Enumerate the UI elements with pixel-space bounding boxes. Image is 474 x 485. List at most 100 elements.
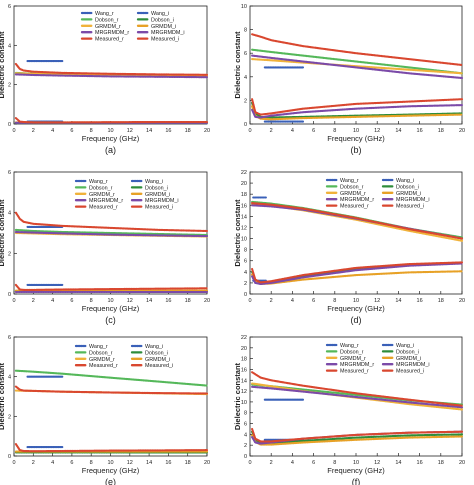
panel-2-ytick-label-4: 8	[244, 28, 247, 34]
panel-2-xtick-label-5: 10	[353, 128, 359, 134]
panel-1-legend-label-mrgrmdm-i: MRGRMDM_i	[151, 30, 185, 36]
panel-4-caption: (d)	[351, 315, 362, 325]
panel-5-legend-label-wang-i: Wang_i	[145, 344, 163, 350]
panel-2-series-mrgrmdm-r	[251, 54, 464, 80]
panel-5-ylabel: Dielectric constant	[0, 362, 6, 430]
panel-6-legend-label-wang-i: Wang_i	[396, 343, 414, 349]
panel-1-legend-label-dobson-i: Dobson_i	[151, 17, 174, 23]
panel-4-legend-label-measured-i: Measured_i	[396, 204, 424, 210]
panel-2-series-measured-i	[251, 98, 464, 116]
panel-6-ytick-label-4: 8	[244, 411, 247, 417]
panel-2-xtick-label-3: 6	[312, 128, 315, 134]
panel-6-legend-label-wang-r: Wang_r	[340, 343, 359, 349]
panel-5-xlabel: Frequency (GHz)	[82, 466, 140, 475]
panel-6-legend-label-grmdm-r: GRMDM_r	[340, 356, 366, 362]
panel-2-series-measured-r	[251, 33, 464, 67]
panel-2-caption: (b)	[351, 145, 362, 155]
panel-6-series-dobson-i	[251, 430, 464, 445]
panel-3-legend-label-wang-i: Wang_i	[145, 179, 163, 185]
panel-2-ytick-label-0: 0	[244, 122, 247, 128]
panel-4-ytick-label-11: 22	[241, 170, 247, 176]
panel-2-ylabel: Dielectric constant	[233, 31, 242, 99]
panel-1-xtick-label-3: 6	[70, 128, 73, 134]
panel-4-xtick-label-1: 2	[270, 298, 273, 304]
panel-3-xtick-label-7: 14	[146, 298, 152, 304]
panel-5-xtick-label-2: 4	[51, 460, 54, 466]
panel-6-legend-label-measured-i: Measured_i	[396, 369, 424, 375]
panel-4-series-measured-i	[251, 261, 464, 284]
panel-1-legend-label-grmdm-i: GRMDM_i	[151, 24, 176, 30]
panel-1-ytick-label-3: 6	[8, 4, 11, 10]
panel-5-xtick-label-1: 2	[32, 460, 35, 466]
panel-5-xtick-label-6: 12	[127, 460, 133, 466]
panel-6-ylabel: Dielectric constant	[233, 362, 242, 430]
panel-1-xtick-label-9: 18	[185, 128, 191, 134]
panel-5-ytick-label-1: 2	[8, 414, 11, 420]
panel-3-xtick-label-5: 10	[107, 298, 113, 304]
panel-6-xtick-label-7: 14	[395, 460, 401, 466]
panel-3-legend-label-wang-r: Wang_r	[89, 179, 108, 185]
panel-3-legend-label-dobson-i: Dobson_i	[145, 185, 168, 191]
panel-1-legend-label-grmdm-r: GRMDM_r	[95, 24, 121, 30]
panel-6-xtick-label-6: 12	[374, 460, 380, 466]
panel-3-legend-label-measured-r: Measured_r	[89, 205, 118, 211]
panel-6-ytick-label-1: 2	[244, 443, 247, 449]
panel-5-legend-label-measured-r: Measured_r	[89, 363, 118, 369]
panel-5-xtick-label-8: 16	[165, 460, 171, 466]
panel-5-series-measured-i	[14, 443, 209, 453]
panel-3-xtick-label-4: 8	[90, 298, 93, 304]
panel-1-xlabel: Frequency (GHz)	[82, 134, 140, 143]
panel-2-ytick-label-5: 10	[241, 4, 247, 10]
panel-6-caption: (f)	[352, 477, 361, 485]
panel-4-legend-label-dobson-r: Dobson_r	[340, 184, 364, 190]
panel-5-xtick-label-7: 14	[146, 460, 152, 466]
panel-1-ytick-label-0: 0	[8, 122, 11, 128]
panel-3-xtick-label-10: 20	[204, 298, 210, 304]
panel-5-legend-label-grmdm-r: GRMDM_r	[89, 357, 115, 363]
panel-3-legend-label-mrgrmdm-i: MRGRMDM_i	[145, 198, 179, 204]
panel-4-xtick-label-8: 16	[417, 298, 423, 304]
panel-4-ytick-label-4: 8	[244, 248, 247, 254]
panel-5-series-measured-r	[14, 385, 209, 395]
panel-6-series-measured-i	[251, 427, 464, 443]
panel-4-xtick-label-0: 0	[248, 298, 251, 304]
panel-3-xtick-label-2: 4	[51, 298, 54, 304]
panel-5-ytick-label-0: 0	[8, 454, 11, 460]
panel-3-ylabel: Dielectric constant	[0, 199, 6, 267]
panel-3-ytick-label-0: 0	[8, 292, 11, 298]
panel-6-series-measured-r	[251, 371, 464, 407]
panel-5-xtick-label-10: 20	[204, 460, 210, 466]
panel-3-series-mrgrmdm-r	[14, 230, 209, 238]
panel-5-xtick-label-9: 18	[185, 460, 191, 466]
panel-6-legend-label-mrgrmdm-r: MRGRMDM_r	[340, 362, 374, 368]
panel-3-legend-label-grmdm-r: GRMDM_r	[89, 192, 115, 198]
panel-3-series-measured-i	[14, 283, 209, 291]
panel-2-xtick-label-9: 18	[438, 128, 444, 134]
panel-1-xtick-label-0: 0	[12, 128, 15, 134]
panel-4-xtick-label-9: 18	[438, 298, 444, 304]
panel-4-xlabel: Frequency (GHz)	[327, 304, 385, 313]
panel-3-xtick-label-8: 16	[165, 298, 171, 304]
panel-2-xtick-label-2: 4	[291, 128, 294, 134]
panel-5-legend-label-grmdm-i: GRMDM_i	[145, 357, 170, 363]
panel-4-legend-label-measured-r: Measured_r	[340, 204, 369, 210]
panel-1-ytick-label-1: 2	[8, 83, 11, 89]
panel-6: 0 2 4 6 8 10 12 14 16 18 20 0 2 4 6 8 10 12 14 16 18 20 22 Freq…	[233, 335, 465, 485]
panel-4-legend-label-mrgrmdm-r: MRGRMDM_r	[340, 197, 374, 203]
panel-4-ytick-label-0: 0	[244, 292, 247, 298]
panel-3-series-measured-r	[14, 211, 209, 233]
panel-4-xtick-label-3: 6	[312, 298, 315, 304]
panel-5-ytick-label-3: 6	[8, 335, 11, 341]
panel-2-xtick-label-0: 0	[248, 128, 251, 134]
panel-4-xtick-label-2: 4	[291, 298, 294, 304]
panel-3-xtick-label-1: 2	[32, 298, 35, 304]
panel-1-legend-label-wang-i: Wang_i	[151, 11, 169, 17]
panel-3-ytick-label-3: 6	[8, 170, 11, 176]
panel-4-ytick-label-7: 14	[241, 214, 247, 220]
panel-4-ytick-label-2: 4	[244, 270, 247, 276]
panel-1-ylabel: Dielectric constant	[0, 31, 6, 99]
panel-4-series-grmdm-r	[251, 203, 464, 242]
panel-6-ytick-label-9: 18	[241, 357, 247, 363]
